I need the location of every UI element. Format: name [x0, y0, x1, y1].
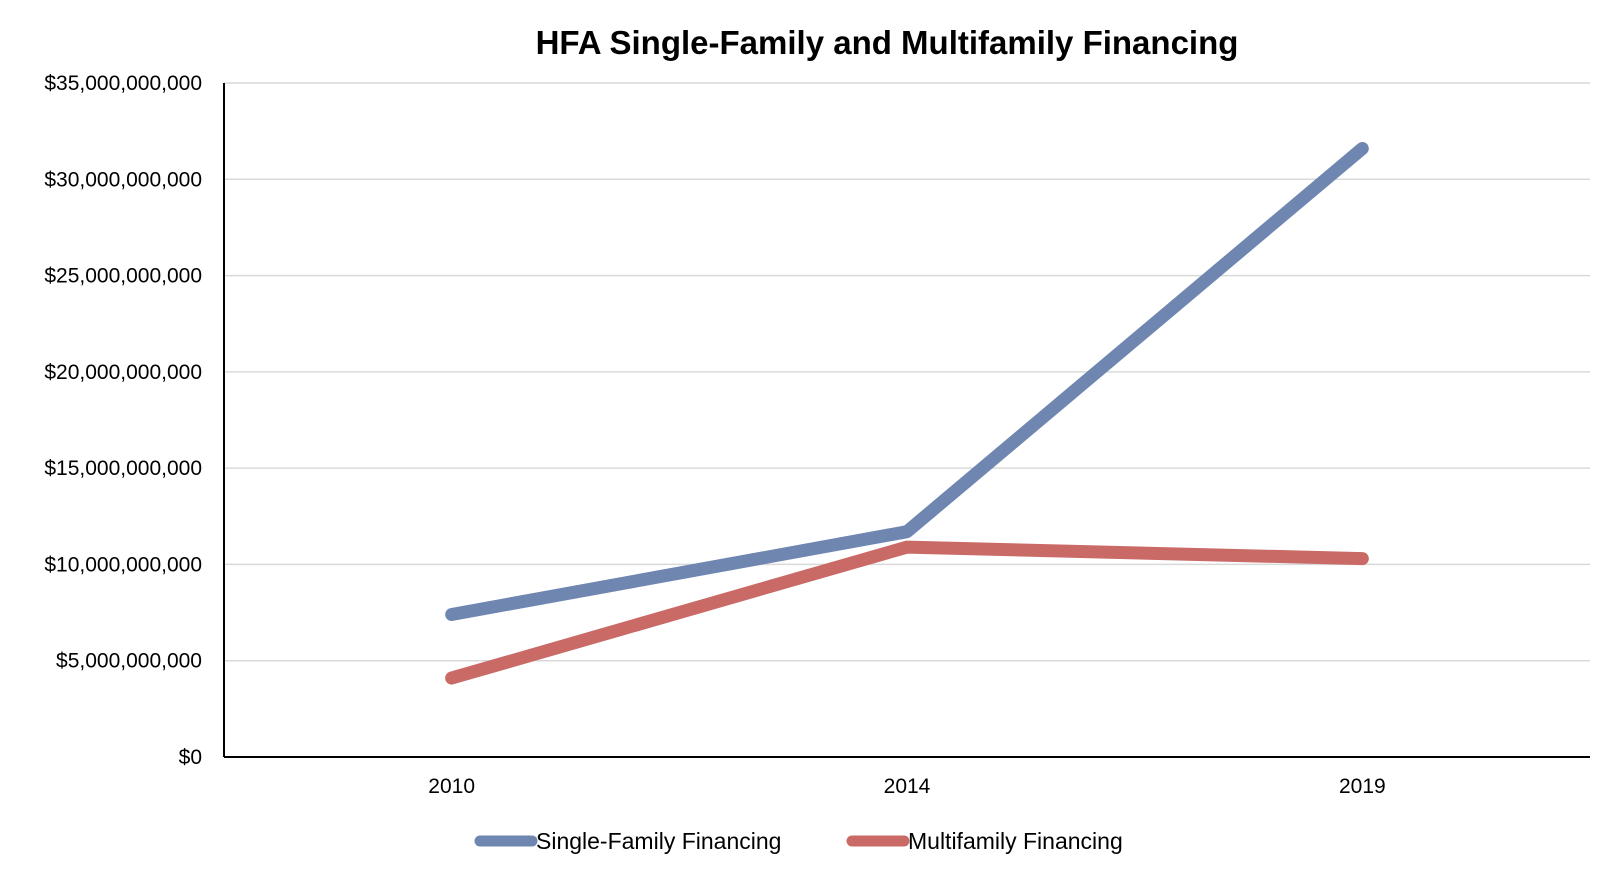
chart-title: HFA Single-Family and Multifamily Financ… — [536, 24, 1239, 61]
y-tick-label: $5,000,000,000 — [56, 650, 202, 673]
x-tick-label: 2010 — [428, 775, 475, 798]
y-tick-label: $0 — [179, 746, 202, 769]
legend-label: Single-Family Financing — [536, 828, 781, 854]
gridlines — [224, 82, 1590, 662]
series-line-multifamily — [445, 540, 1369, 685]
y-tick-label: $25,000,000,000 — [44, 265, 202, 288]
legend-label: Multifamily Financing — [908, 828, 1123, 854]
legend: Single-Family Financing Multifamily Finan… — [474, 828, 1123, 854]
axes — [223, 83, 1590, 758]
x-tick-label: 2019 — [1339, 775, 1386, 798]
y-tick-label: $30,000,000,000 — [44, 168, 202, 191]
series-lines — [445, 141, 1369, 685]
x-tick-label: 2014 — [884, 775, 931, 798]
x-axis-tick-labels: 2010 2014 2019 — [428, 775, 1385, 798]
y-tick-label: $20,000,000,000 — [44, 361, 202, 384]
y-axis-tick-labels: $0 $5,000,000,000 $10,000,000,000 $15,000,0… — [44, 72, 202, 769]
y-tick-label: $35,000,000,000 — [44, 72, 202, 95]
y-tick-label: $15,000,000,000 — [44, 457, 202, 480]
y-tick-label: $10,000,000,000 — [44, 553, 202, 576]
